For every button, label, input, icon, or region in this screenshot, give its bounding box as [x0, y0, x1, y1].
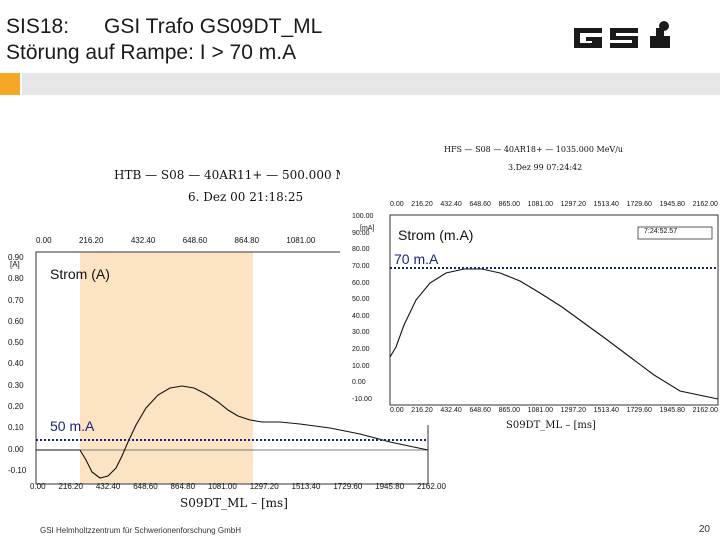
- right-plot-frame: [389, 214, 719, 406]
- left-ytick: 0.30: [8, 380, 24, 390]
- right-xtick: 1945.80: [659, 201, 685, 208]
- right-xtick: 0.00: [390, 201, 404, 208]
- left-xtick: 0.00: [30, 482, 46, 491]
- left-plot: HTB — S08 — 40AR11+ — 500.000 MeV 6. Dez…: [0, 150, 460, 520]
- left-xtick: 648.60: [182, 236, 208, 245]
- right-timestamp: 7:24:52.57: [644, 228, 678, 235]
- left-signal-curve: [36, 385, 429, 479]
- right-xtick: 2162.00: [692, 407, 718, 414]
- left-xtick: 216.20: [78, 236, 104, 245]
- slide-title: SIS18: GSI Trafo GS09DT_ML Störung auf R…: [6, 14, 322, 66]
- right-y-unit: [mA]: [360, 225, 375, 232]
- right-x-ticks-bottom: 0.00 216.20 432.40 648.60 865.00 1081.00…: [390, 407, 718, 414]
- right-xtick: 1945.80: [659, 407, 685, 414]
- right-ytick: 90.00: [352, 229, 370, 237]
- left-strom-label: Strom (A): [50, 266, 110, 282]
- left-xtick: 648.60: [133, 482, 158, 491]
- right-ytick: 70.00: [352, 262, 370, 270]
- right-ytick: 60.00: [352, 279, 370, 287]
- right-xtick: 2162.00: [692, 201, 718, 208]
- left-xtick: 432.40: [95, 482, 121, 491]
- highlight-region: [80, 252, 253, 484]
- left-xtick: 1081.00: [207, 482, 237, 491]
- left-xtick: 1513.40: [291, 482, 321, 491]
- right-y-ticks: 100.00 90.00 80.00 70.00 60.00 50.00 40.…: [352, 213, 373, 403]
- right-xtick: 432.40: [440, 201, 462, 208]
- right-ytick: -10.00: [352, 395, 372, 403]
- right-plot-date: 3.Dez 99 07:24:42: [508, 163, 583, 172]
- right-plot-svg: [340, 135, 720, 425]
- right-xtick: 1081.00: [527, 201, 553, 208]
- right-threshold-label: 70 m.A: [394, 251, 439, 267]
- right-strom-label: Strom (m.A): [398, 227, 474, 243]
- left-ytick: 0.70: [8, 295, 24, 305]
- right-signal-curve: [389, 268, 719, 400]
- right-plot: HFS — S08 — 40AR18+ — 1035.000 MeV/u 3.D…: [340, 135, 720, 435]
- left-ytick: 0.80: [8, 274, 24, 284]
- gsi-logo: [574, 21, 670, 48]
- right-plot-background: [340, 135, 720, 425]
- page-number: 20: [698, 524, 710, 535]
- right-xtick: 1729.60: [626, 201, 652, 208]
- right-xtick: 432.40: [440, 407, 462, 414]
- header-bar: [22, 73, 720, 95]
- left-ytick: 0.90: [8, 253, 24, 262]
- right-ytick: 40.00: [352, 312, 370, 320]
- left-xtick: 2162.00: [416, 482, 446, 491]
- left-y-ticks: 0.90 0.80 0.70 0.60 0.50 0.40 0.30 0.20 …: [8, 253, 26, 475]
- left-xtick: 432.40: [130, 236, 156, 245]
- left-ytick: -0.10: [8, 465, 27, 475]
- right-plot-header: HFS — S08 — 40AR18+ — 1035.000 MeV/u: [444, 145, 624, 154]
- right-xtick: 648.60: [469, 407, 491, 414]
- left-ytick: 0.10: [8, 423, 24, 433]
- left-ytick: 0.20: [8, 402, 24, 412]
- right-xtick: 0.00: [390, 407, 404, 414]
- left-xtick: 864.80: [234, 236, 260, 245]
- left-ytick: 0.50: [8, 338, 24, 348]
- left-plot-svg: [35, 251, 429, 485]
- left-xtick: 216.20: [58, 482, 83, 491]
- footer-org: GSI Helmholtzzentrum für Schwerionenfors…: [40, 526, 241, 535]
- left-xtick: 1081.00: [286, 236, 316, 245]
- left-xtick: 1729.60: [333, 482, 363, 491]
- right-ytick: 50.00: [352, 296, 370, 304]
- right-ytick: 10.00: [352, 362, 370, 370]
- right-xtick: 1297.20: [560, 407, 586, 414]
- right-ytick: 80.00: [352, 246, 370, 254]
- right-xtick: 1513.40: [593, 407, 619, 414]
- right-xtick: 865.00: [498, 201, 520, 208]
- left-x-ticks-bottom: 0.00 216.20 432.40 648.60 864.80 1081.00…: [30, 482, 446, 491]
- right-timestamp-box: [637, 226, 713, 240]
- left-plot-header: HTB — S08 — 40AR11+ — 500.000 MeV: [114, 168, 364, 182]
- right-xtick: 1297.20: [560, 201, 586, 208]
- accent-bar: [0, 73, 20, 95]
- right-xtick: 865.00: [498, 407, 520, 414]
- left-plot-date: 6. Dez 00 21:18:25: [188, 190, 304, 204]
- left-y-unit: [A]: [10, 260, 20, 269]
- right-ytick: 0.00: [352, 379, 366, 387]
- right-ytick: 30.00: [352, 329, 370, 337]
- left-xtick: 1297.20: [249, 482, 279, 491]
- right-ytick: 100.00: [352, 213, 374, 220]
- right-xtick: 216.20: [411, 407, 433, 414]
- left-ytick: 0.60: [8, 316, 24, 326]
- left-xtick: 864.80: [170, 482, 196, 491]
- left-xtick: 1945.80: [375, 482, 405, 491]
- left-xlabel: S09DT_ML – [ms]: [180, 496, 288, 510]
- right-xtick: 1729.60: [626, 407, 652, 414]
- right-ytick: 20.00: [352, 346, 370, 353]
- right-xtick: 216.20: [411, 201, 433, 208]
- right-xtick: 648.60: [469, 201, 491, 208]
- right-xtick: 1513.40: [593, 201, 619, 208]
- right-x-ticks-top: 0.00 216.20 432.40 648.60 865.00 1081.00…: [390, 201, 718, 208]
- right-xlabel: S09DT_ML – [ms]: [506, 420, 596, 431]
- left-xtick: 0.00: [36, 236, 52, 245]
- title-line-1: SIS18: GSI Trafo GS09DT_ML: [6, 15, 323, 38]
- left-threshold-label: 50 m.A: [50, 418, 95, 434]
- title-line-2: Störung auf Rampe: I > 70 m.A: [6, 41, 297, 64]
- left-ytick: 0.00: [8, 444, 24, 454]
- left-ytick: 0.40: [8, 359, 24, 369]
- right-xtick: 1081.00: [527, 407, 553, 414]
